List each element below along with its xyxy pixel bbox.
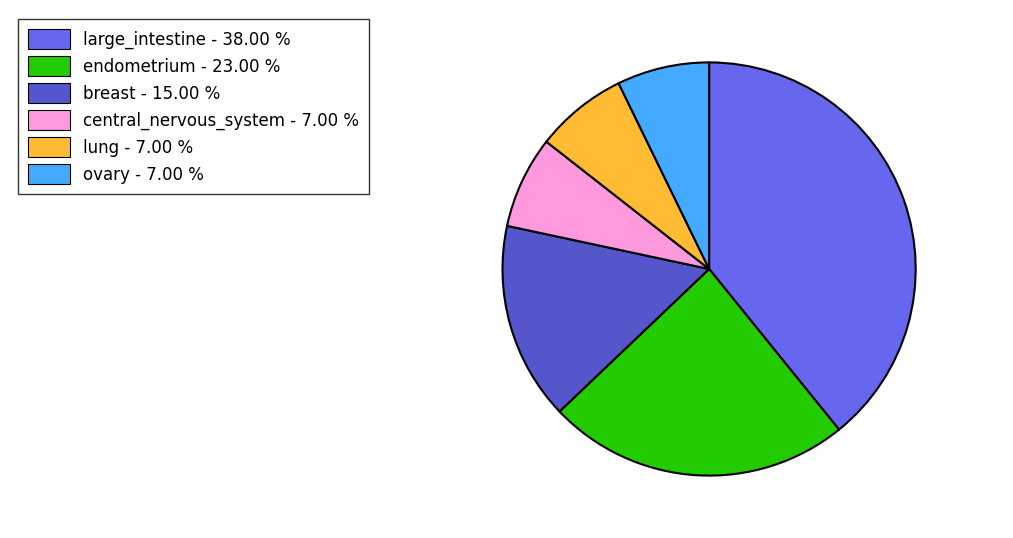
Wedge shape [709, 62, 916, 430]
Legend: large_intestine - 38.00 %, endometrium - 23.00 %, breast - 15.00 %, central_nerv: large_intestine - 38.00 %, endometrium -… [18, 19, 370, 194]
Wedge shape [619, 62, 709, 269]
Wedge shape [508, 141, 709, 269]
Wedge shape [502, 226, 709, 412]
Wedge shape [559, 269, 839, 476]
Wedge shape [546, 83, 709, 269]
